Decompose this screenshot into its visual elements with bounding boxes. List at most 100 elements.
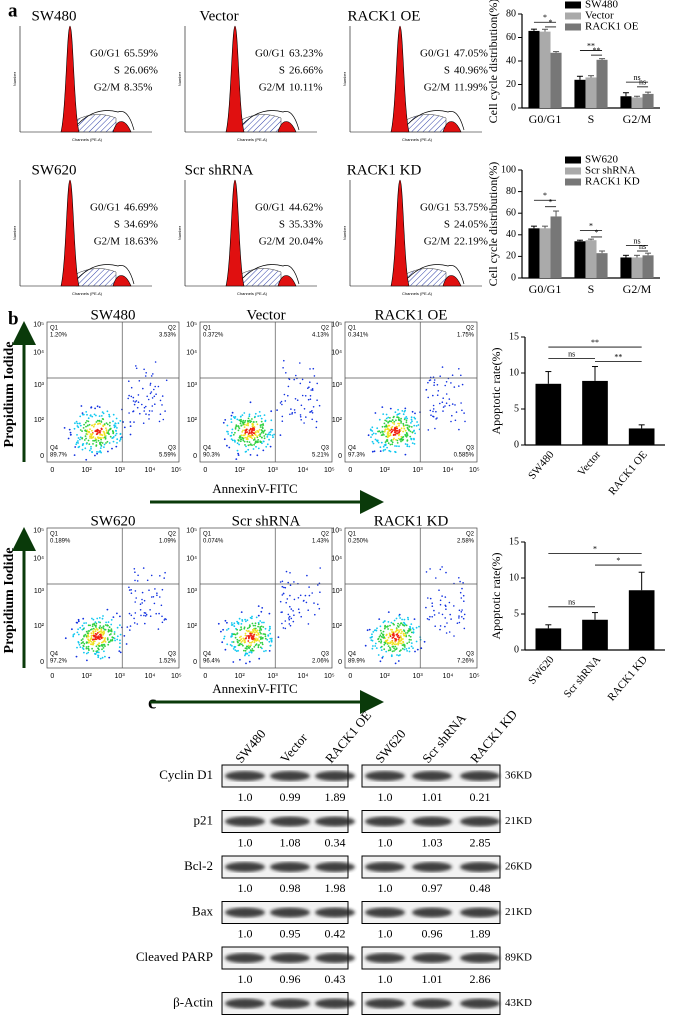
event-dot: [81, 624, 84, 627]
event-dot: [92, 630, 94, 632]
event-dot: [441, 401, 444, 404]
event-dot: [108, 641, 111, 643]
x-tick-label: RACK1 KD: [606, 654, 650, 704]
event-dot: [97, 651, 100, 654]
event-dot: [114, 639, 116, 642]
event-dot: [403, 622, 406, 625]
phase-value: 11.99%: [454, 82, 488, 94]
event-dot: [234, 439, 236, 442]
event-dot: [148, 589, 150, 591]
event-dot: [307, 609, 310, 611]
x-tick-label: 0: [50, 673, 54, 680]
event-dot: [144, 375, 147, 377]
band-ratio: 1.0: [378, 881, 393, 895]
event-dot: [130, 592, 133, 594]
lane-label: RACK1 KD: [467, 707, 520, 766]
blot-band: [270, 771, 310, 781]
event-dot: [128, 612, 131, 615]
x-tick-label: 0: [348, 467, 352, 474]
event-dot: [391, 640, 393, 642]
event-dot: [270, 637, 273, 640]
event-dot: [234, 427, 237, 430]
event-dot: [381, 431, 384, 433]
event-dot: [396, 625, 399, 627]
event-dot: [246, 428, 248, 431]
quadrant-name: Q4: [50, 652, 59, 658]
event-dot: [119, 639, 121, 642]
event-dot: [301, 378, 304, 381]
event-dot: [406, 439, 409, 442]
event-dot: [463, 627, 466, 630]
event-dot: [104, 655, 106, 658]
quadrant-value: 97.2%: [50, 659, 68, 665]
event-dot: [412, 631, 415, 634]
quadrant-value: 0.585%: [454, 453, 475, 459]
event-dot: [409, 625, 411, 628]
event-dot: [99, 657, 102, 660]
event-dot: [141, 591, 144, 594]
phase-value: 34.69%: [124, 219, 158, 231]
significance-label: **: [591, 338, 599, 347]
event-dot: [404, 443, 407, 445]
event-dot: [464, 420, 466, 423]
y-tick-label: 10³: [187, 382, 198, 389]
blot-band: [365, 862, 405, 872]
event-dot: [402, 422, 405, 425]
event-dot: [299, 416, 302, 418]
event-dot: [249, 631, 252, 633]
event-dot: [98, 645, 101, 648]
event-dot: [239, 658, 241, 661]
event-dot: [109, 421, 111, 424]
event-dot: [87, 420, 90, 423]
event-dot: [319, 591, 321, 593]
event-dot: [128, 412, 130, 414]
event-dot: [239, 420, 242, 423]
event-dot: [263, 429, 266, 432]
band-ratio: 1.89: [325, 790, 346, 804]
event-dot: [157, 385, 160, 388]
y-tick-label: 10⁴: [331, 556, 342, 563]
event-dot: [391, 419, 394, 421]
event-dot: [232, 661, 235, 663]
event-dot: [398, 429, 401, 431]
phase-value: 22.19%: [454, 236, 488, 248]
event-dot: [431, 602, 434, 604]
event-dot: [306, 574, 308, 577]
event-dot: [236, 628, 239, 631]
event-dot: [396, 654, 398, 656]
event-dot: [84, 435, 87, 437]
event-dot: [445, 632, 448, 634]
event-dot: [460, 374, 462, 377]
event-dot: [433, 614, 436, 616]
event-dot: [99, 625, 102, 627]
event-dot: [102, 425, 105, 428]
event-dot: [251, 427, 254, 430]
event-dot: [229, 644, 232, 646]
event-dot: [89, 414, 92, 417]
event-dot: [237, 641, 239, 644]
event-dot: [223, 438, 226, 441]
blot-band: [270, 953, 310, 963]
event-dot: [384, 448, 387, 451]
event-dot: [80, 642, 83, 645]
event-dot: [235, 458, 238, 460]
event-dot: [67, 437, 70, 440]
event-dot: [463, 412, 465, 414]
event-dot: [249, 616, 252, 619]
event-dot: [397, 622, 399, 625]
event-dot: [377, 654, 380, 656]
y-tick-label: 10³: [332, 588, 343, 595]
bar: [535, 628, 562, 650]
y-tick-label: 10²: [332, 417, 343, 424]
y-axis-label: Cell cycle distribution(%): [486, 162, 500, 287]
quadrant-name: Q1: [203, 326, 212, 332]
event-dot: [450, 618, 452, 620]
event-dot: [99, 430, 102, 432]
event-dot: [244, 647, 247, 650]
hatch-region: [240, 114, 282, 133]
event-dot: [289, 605, 291, 608]
event-dot: [392, 634, 394, 637]
event-dot: [441, 566, 443, 568]
event-dot: [252, 630, 255, 632]
protein-size: 89KD: [505, 952, 532, 964]
